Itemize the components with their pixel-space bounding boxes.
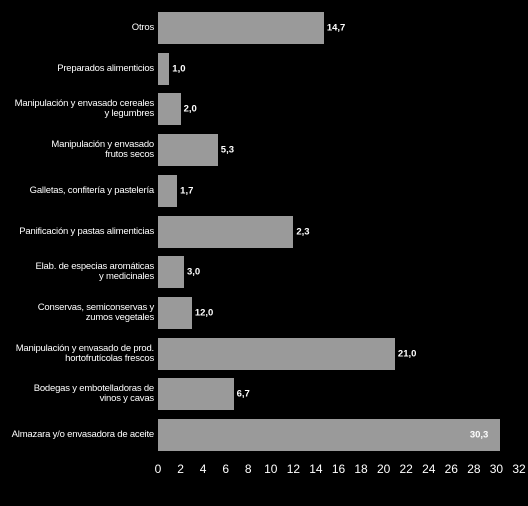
x-tick-label: 2 [177,462,184,476]
x-tick-label: 8 [244,462,252,476]
bar [158,337,395,370]
category-label: Elab. de especias aromáticas y medicinal… [35,261,155,283]
category-label: Galletas, confitería y pastelería [29,184,155,196]
x-tick-label: 0 [154,462,162,476]
x-tick-label: 24 [422,462,436,476]
x-tick-label: 28 [467,462,481,476]
category-label: Manipulación y envasado de prod. hortofr… [15,342,155,364]
x-tick-label: 32 [512,462,526,476]
x-tick-label: 18 [354,462,368,476]
bar [158,419,500,451]
bar-label: 21,0 [397,348,417,360]
bar-label: 5,3 [220,144,234,156]
bar-label: 30,3 [469,429,489,441]
bar-label: 1,0 [172,63,186,75]
category-label: Otros [131,22,154,33]
x-tick-label: 4 [199,462,207,476]
category-label: Manipulación y envasado frutos secos [51,139,154,161]
x-tick-label: 6 [222,462,230,476]
bar-label: 6,7 [236,388,250,400]
bar-label: 2,0 [183,103,197,115]
x-tick-label: 10 [264,462,278,476]
bar-label: 3,0 [186,266,201,278]
x-tick-label: 16 [331,462,346,476]
bar [158,93,181,126]
bar-label: 1,7 [180,185,194,197]
x-tick-label: 20 [376,462,391,476]
bar [158,52,170,85]
category-label: Manipulación y envasado cereales y legum… [14,98,155,120]
bar [158,12,324,44]
x-tick-label: 30 [489,462,504,476]
bar-label: 12,0 [194,307,214,319]
bar [158,378,234,411]
x-tick-label: 22 [399,462,413,476]
category-label: Panificación y pastas alimenticias [19,225,154,237]
category-label: Conservas, semiconservas y zumos vegetal… [37,301,154,323]
category-label: Almazara y/o envasadora de aceite [11,429,155,440]
category-label: Bodegas y embotelladoras de vinos y cava… [33,383,154,405]
bar [158,134,218,167]
x-tick-label: 12 [286,462,301,476]
bar-label: 14,7 [326,22,346,34]
x-tick-label: 26 [444,462,458,476]
bar [158,296,192,329]
bar [158,256,184,289]
x-tick-label: 14 [309,462,323,476]
bar [158,215,294,248]
category-label: Preparados alimenticios [57,62,154,74]
bar-label: 2,3 [296,226,310,237]
bar [158,174,178,207]
